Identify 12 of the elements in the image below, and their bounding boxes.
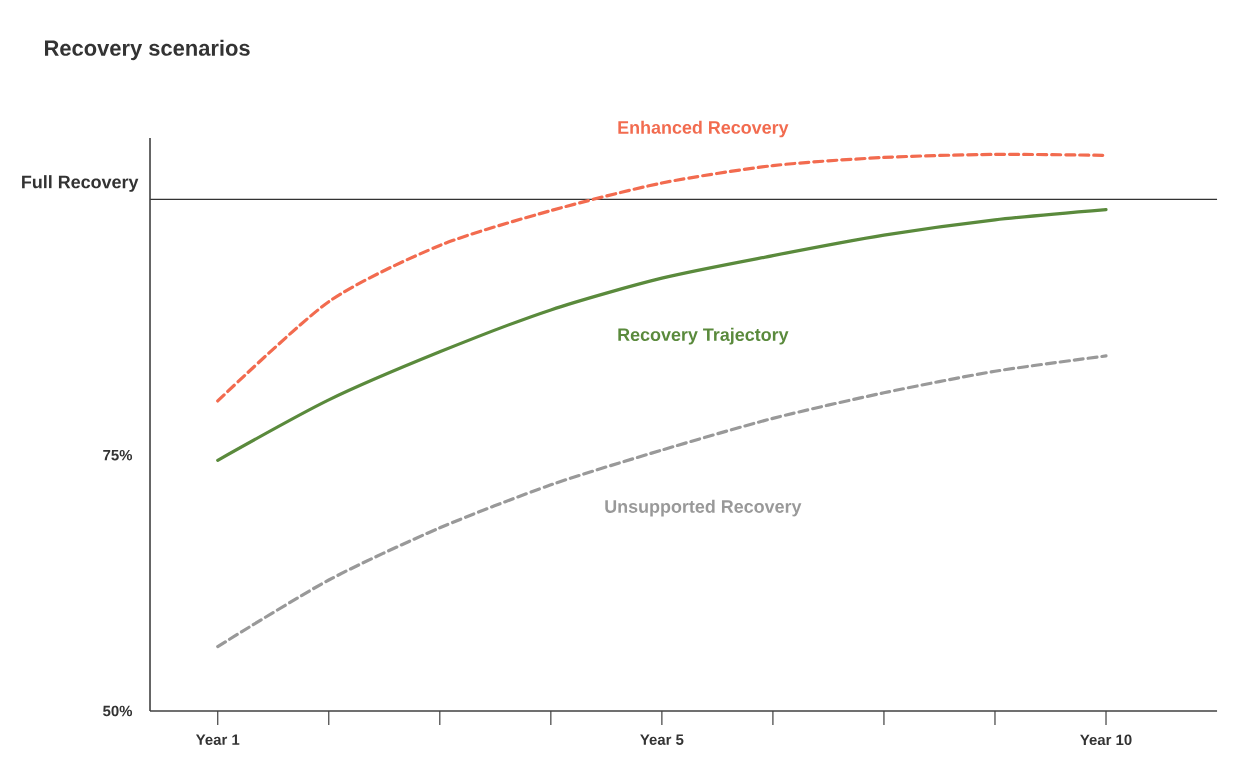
line-series xyxy=(216,208,1108,462)
x-tick-label: Year 1 xyxy=(195,734,240,745)
x-tick-label: Year 10 xyxy=(1080,734,1132,746)
y-tick-label: 75% xyxy=(103,449,133,461)
text: Recovery Trajectory xyxy=(618,327,789,345)
series-label: Unsupported Recovery xyxy=(605,499,802,517)
line-series xyxy=(216,354,1108,649)
y-tick-label: 50% xyxy=(103,705,133,717)
series-label: Enhanced Recovery xyxy=(618,120,789,138)
x-tick-label: Year 5 xyxy=(640,734,684,745)
ref-line-label: Full Recovery xyxy=(22,175,139,192)
chart-title: Recovery scenarios xyxy=(45,39,250,61)
